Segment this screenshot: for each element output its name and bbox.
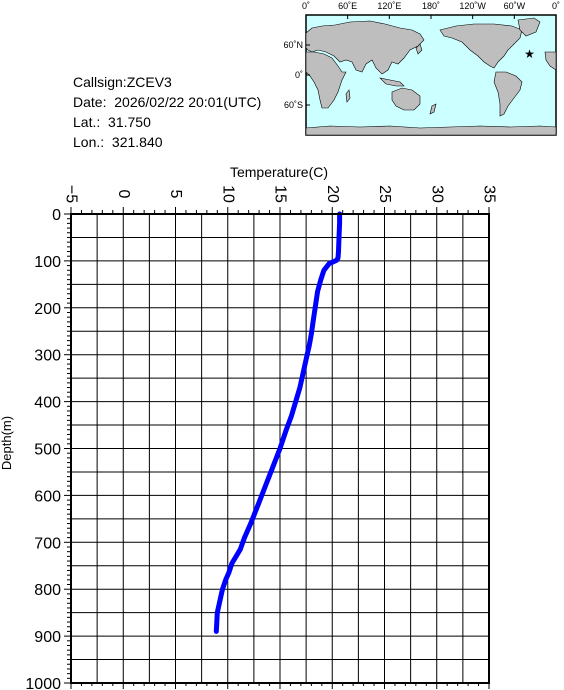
y-tick-label: 1000 [25,676,61,690]
map-lat-label: 0˚ [295,70,303,80]
date-label: Date: [73,94,107,110]
temperature-profile-line [213,211,343,634]
lon-row: Lon.: 321.840 [73,132,261,152]
y-tick-label: 300 [34,348,61,365]
map-lon-label: 60˚W [504,1,526,11]
land-africa [305,51,347,109]
lon-value: 321.840 [111,134,163,150]
date-row: Date: 2026/02/22 20:01(UTC) [73,92,261,112]
x-tick-label: 10 [219,185,236,203]
map-lon-label: 120˚W [459,1,486,11]
x-tick-label: 5 [167,190,184,199]
map-lon-label: 0˚ [552,1,560,11]
map-lat-label: 60˚S [284,100,303,110]
plot-frame [70,213,490,684]
y-tick-label: 0 [52,207,61,224]
map-lon-labels: 0˚ 60˚E 120˚E 180˚ 120˚W 60˚W 0˚ [302,1,560,11]
callsign-label: Callsign: [73,74,127,90]
lat-label: Lat.: [73,114,101,130]
map-lat-label: 60˚N [283,40,303,50]
lat-row: Lat.: 31.750 [73,112,261,132]
land-antarctica [305,125,557,136]
map-lon-label: 0˚ [302,1,310,11]
map-lat-labels: 60˚N 0˚ 60˚S [283,40,303,110]
land-eurasia [305,20,425,75]
y-tick-label: 800 [34,582,61,599]
map-lon-label: 120˚E [377,1,401,11]
map-ticks [305,15,557,106]
y-tick-label: 700 [34,535,61,552]
chart-grid [70,213,490,684]
map-lon-label: 180˚ [422,1,440,11]
lon-label: Lon.: [73,134,105,150]
map-lon-label: 60˚E [338,1,357,11]
y-tick-label: 900 [34,629,61,646]
x-tick-label: 0 [115,190,132,199]
land-greenland [517,17,541,37]
land-africa-east [544,51,557,71]
y-tick-label: 600 [34,488,61,505]
x-tick-label: 20 [324,185,341,203]
world-map: 0˚ 60˚E 120˚E 180˚ 120˚W 60˚W 0˚ 60˚N 0˚ 60˚S ★ [283,1,560,136]
callsign-row: Callsign:ZCEV3 [73,72,261,92]
y-tick-label: 100 [34,254,61,271]
land-australia [391,87,421,111]
land-south-america [493,71,523,117]
y-tick-label: 500 [34,442,61,459]
x-tick-label: 25 [376,185,393,203]
lat-value: 31.750 [108,114,151,130]
star-icon: ★ [524,47,535,61]
land-indonesia [379,77,405,87]
x-tick-label: 30 [428,185,445,203]
x-tick-label: −5 [63,185,80,203]
land-new-zealand [429,103,437,115]
x-tick-label: 15 [272,185,289,203]
x-tick-label: 35 [481,185,498,203]
y-tick-label: 200 [34,301,61,318]
y-tick-label: 400 [34,395,61,412]
callsign-value: ZCEV3 [126,74,172,90]
x-tick-labels: −5 0 5 10 15 20 25 30 35 [63,185,498,203]
y-axis-label: Depth(m) [0,416,14,470]
y-tick-labels: 0 100 200 300 400 500 600 700 800 900 1000 [25,207,61,690]
land-madagascar [345,89,351,103]
date-value: 2026/02/22 20:01(UTC) [114,94,262,110]
x-axis-label: Temperature(C) [230,164,328,180]
land-japan [415,43,423,55]
station-info: Callsign:ZCEV3 Date: 2026/02/22 20:01(UT… [73,72,261,152]
land-north-america [439,23,523,69]
map-land [305,17,557,136]
